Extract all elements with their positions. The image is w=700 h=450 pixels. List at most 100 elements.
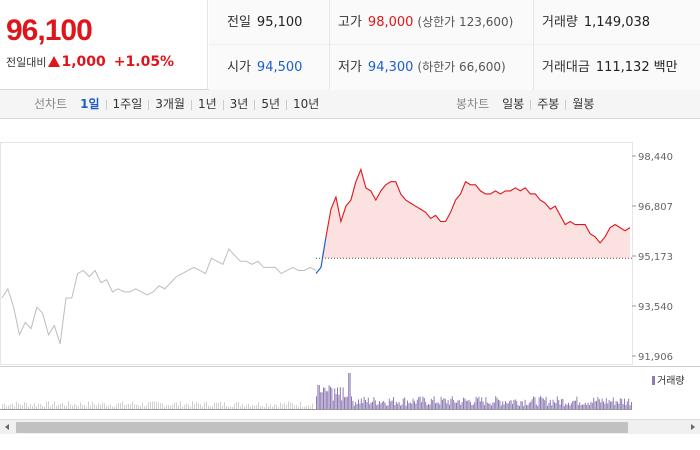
scroll-left-button[interactable] (0, 420, 15, 435)
today-volume-bar (351, 396, 352, 409)
today-volume-bar (384, 402, 386, 409)
prev-volume-bar (22, 405, 23, 409)
prev-volume-bar (272, 406, 273, 409)
today-volume-bar (367, 397, 369, 409)
today-volume-bar (436, 402, 438, 409)
today-volume-bar (457, 400, 459, 409)
prev-volume-bar (164, 406, 165, 409)
prev-volume-bar (92, 401, 93, 409)
prev-volume-bar (194, 404, 195, 409)
today-volume-bar (577, 405, 579, 409)
today-volume-bar (587, 402, 589, 409)
prev-volume-bar (110, 404, 111, 409)
today-volume-bar (506, 402, 508, 409)
prev-volume-bar (2, 404, 3, 409)
prev-volume-bar (10, 404, 11, 409)
tab-line-period-1[interactable]: 1주일 (112, 97, 143, 111)
prev-volume-bar (236, 402, 237, 409)
price-chart[interactable]: 98,440 96,807 95,173 93,540 91,906 거래량 (0, 120, 700, 420)
prev-volume-bar (306, 405, 307, 409)
today-volume-bar (558, 400, 560, 409)
prev-volume-bar (152, 401, 153, 409)
tab-line-period-0[interactable]: 1일 (80, 97, 100, 111)
prev-volume-bar (138, 405, 139, 409)
tab-line-period-2[interactable]: 3개월 (155, 97, 185, 111)
today-volume-bar (416, 399, 418, 409)
today-volume-bar (589, 404, 590, 409)
prev-volume-bar (150, 401, 151, 409)
prev-volume-bar (56, 405, 57, 409)
today-volume-bar (481, 397, 483, 409)
toolbar-divider (148, 99, 150, 110)
stat-label: 거래대금 (542, 60, 590, 75)
change-value: 1,000 (61, 54, 106, 70)
today-volume-bar (607, 403, 609, 409)
prev-volume-bar (192, 401, 193, 409)
today-volume-bar (398, 402, 400, 409)
y-tick-label: 93,540 (638, 302, 673, 313)
stat-label: 시가 (227, 60, 251, 75)
prev-volume-bar (304, 406, 305, 409)
tab-candle-period-1[interactable]: 주봉 (537, 97, 560, 111)
tab-candle-period-2[interactable]: 월봉 (572, 97, 595, 111)
stat-label: 거래량 (542, 15, 578, 30)
prev-volume-bar (140, 405, 141, 409)
scroll-thumb[interactable] (16, 422, 628, 433)
tab-line-period-5[interactable]: 5년 (261, 97, 281, 111)
today-volume-bar (380, 403, 382, 409)
prev-volume-bar (8, 405, 9, 409)
today-volume-bar (373, 397, 375, 409)
prev-volume-bar (206, 401, 207, 409)
today-volume-bar (604, 403, 606, 409)
today-volume-bar (321, 392, 323, 409)
prev-volume-bar (70, 404, 71, 409)
prev-volume-bar (34, 402, 35, 409)
prev-volume-bar (54, 401, 55, 409)
prev-volume-bar (282, 404, 283, 409)
today-volume-bar (450, 398, 452, 409)
chart-canvas: 98,440 96,807 95,173 93,540 91,906 (0, 142, 700, 410)
today-volume-bar (356, 404, 358, 409)
prev-volume-bar (268, 406, 269, 409)
today-volume-bar (463, 397, 464, 409)
today-volume-bar (348, 373, 350, 409)
prev-volume-bar (60, 403, 61, 409)
prev-volume-bar (148, 402, 149, 409)
today-volume-bar (526, 405, 527, 409)
today-volume-bar (355, 402, 357, 409)
prev-volume-bar (166, 405, 167, 409)
y-tick-label: 98,440 (638, 152, 673, 163)
today-volume-bar (407, 400, 408, 409)
prev-volume-bar (90, 405, 91, 409)
stat-volume: 거래량 1,149,038 (533, 0, 650, 45)
prev-volume-bar (264, 406, 265, 409)
today-volume-bar (593, 397, 595, 409)
today-volume-bar (360, 398, 362, 409)
horizontal-scrollbar[interactable] (0, 419, 700, 434)
prev-volume-bar (262, 406, 263, 409)
today-volume-bar (618, 403, 620, 409)
prev-volume-bar (26, 403, 27, 409)
today-volume-bar (563, 405, 565, 409)
stat-amount: 거래대금 111,132 백만 (533, 45, 678, 90)
tab-line-period-6[interactable]: 10년 (293, 97, 320, 111)
prev-volume-bar (126, 404, 127, 409)
prev-volume-bar (98, 403, 99, 409)
scroll-right-button[interactable] (685, 420, 700, 435)
tab-candle-period-0[interactable]: 일봉 (502, 97, 525, 111)
toolbar-divider (105, 99, 107, 110)
today-volume-bar (502, 401, 504, 409)
tab-line-period-4[interactable]: 3년 (229, 97, 249, 111)
price-change: 전일대비 1,000 +1.05% (6, 54, 174, 70)
today-volume-bar (408, 403, 410, 409)
today-volume-bar (405, 405, 407, 409)
today-volume-bar (419, 396, 421, 409)
today-volume-bar (432, 400, 434, 409)
today-volume-bar (619, 398, 621, 409)
today-volume-bar (414, 401, 415, 409)
price-plot-frame (0, 142, 633, 365)
today-volume-bar (541, 397, 543, 409)
today-volume-bar (523, 405, 525, 409)
tab-line-period-3[interactable]: 1년 (197, 97, 217, 111)
today-volume-bar (486, 402, 488, 409)
